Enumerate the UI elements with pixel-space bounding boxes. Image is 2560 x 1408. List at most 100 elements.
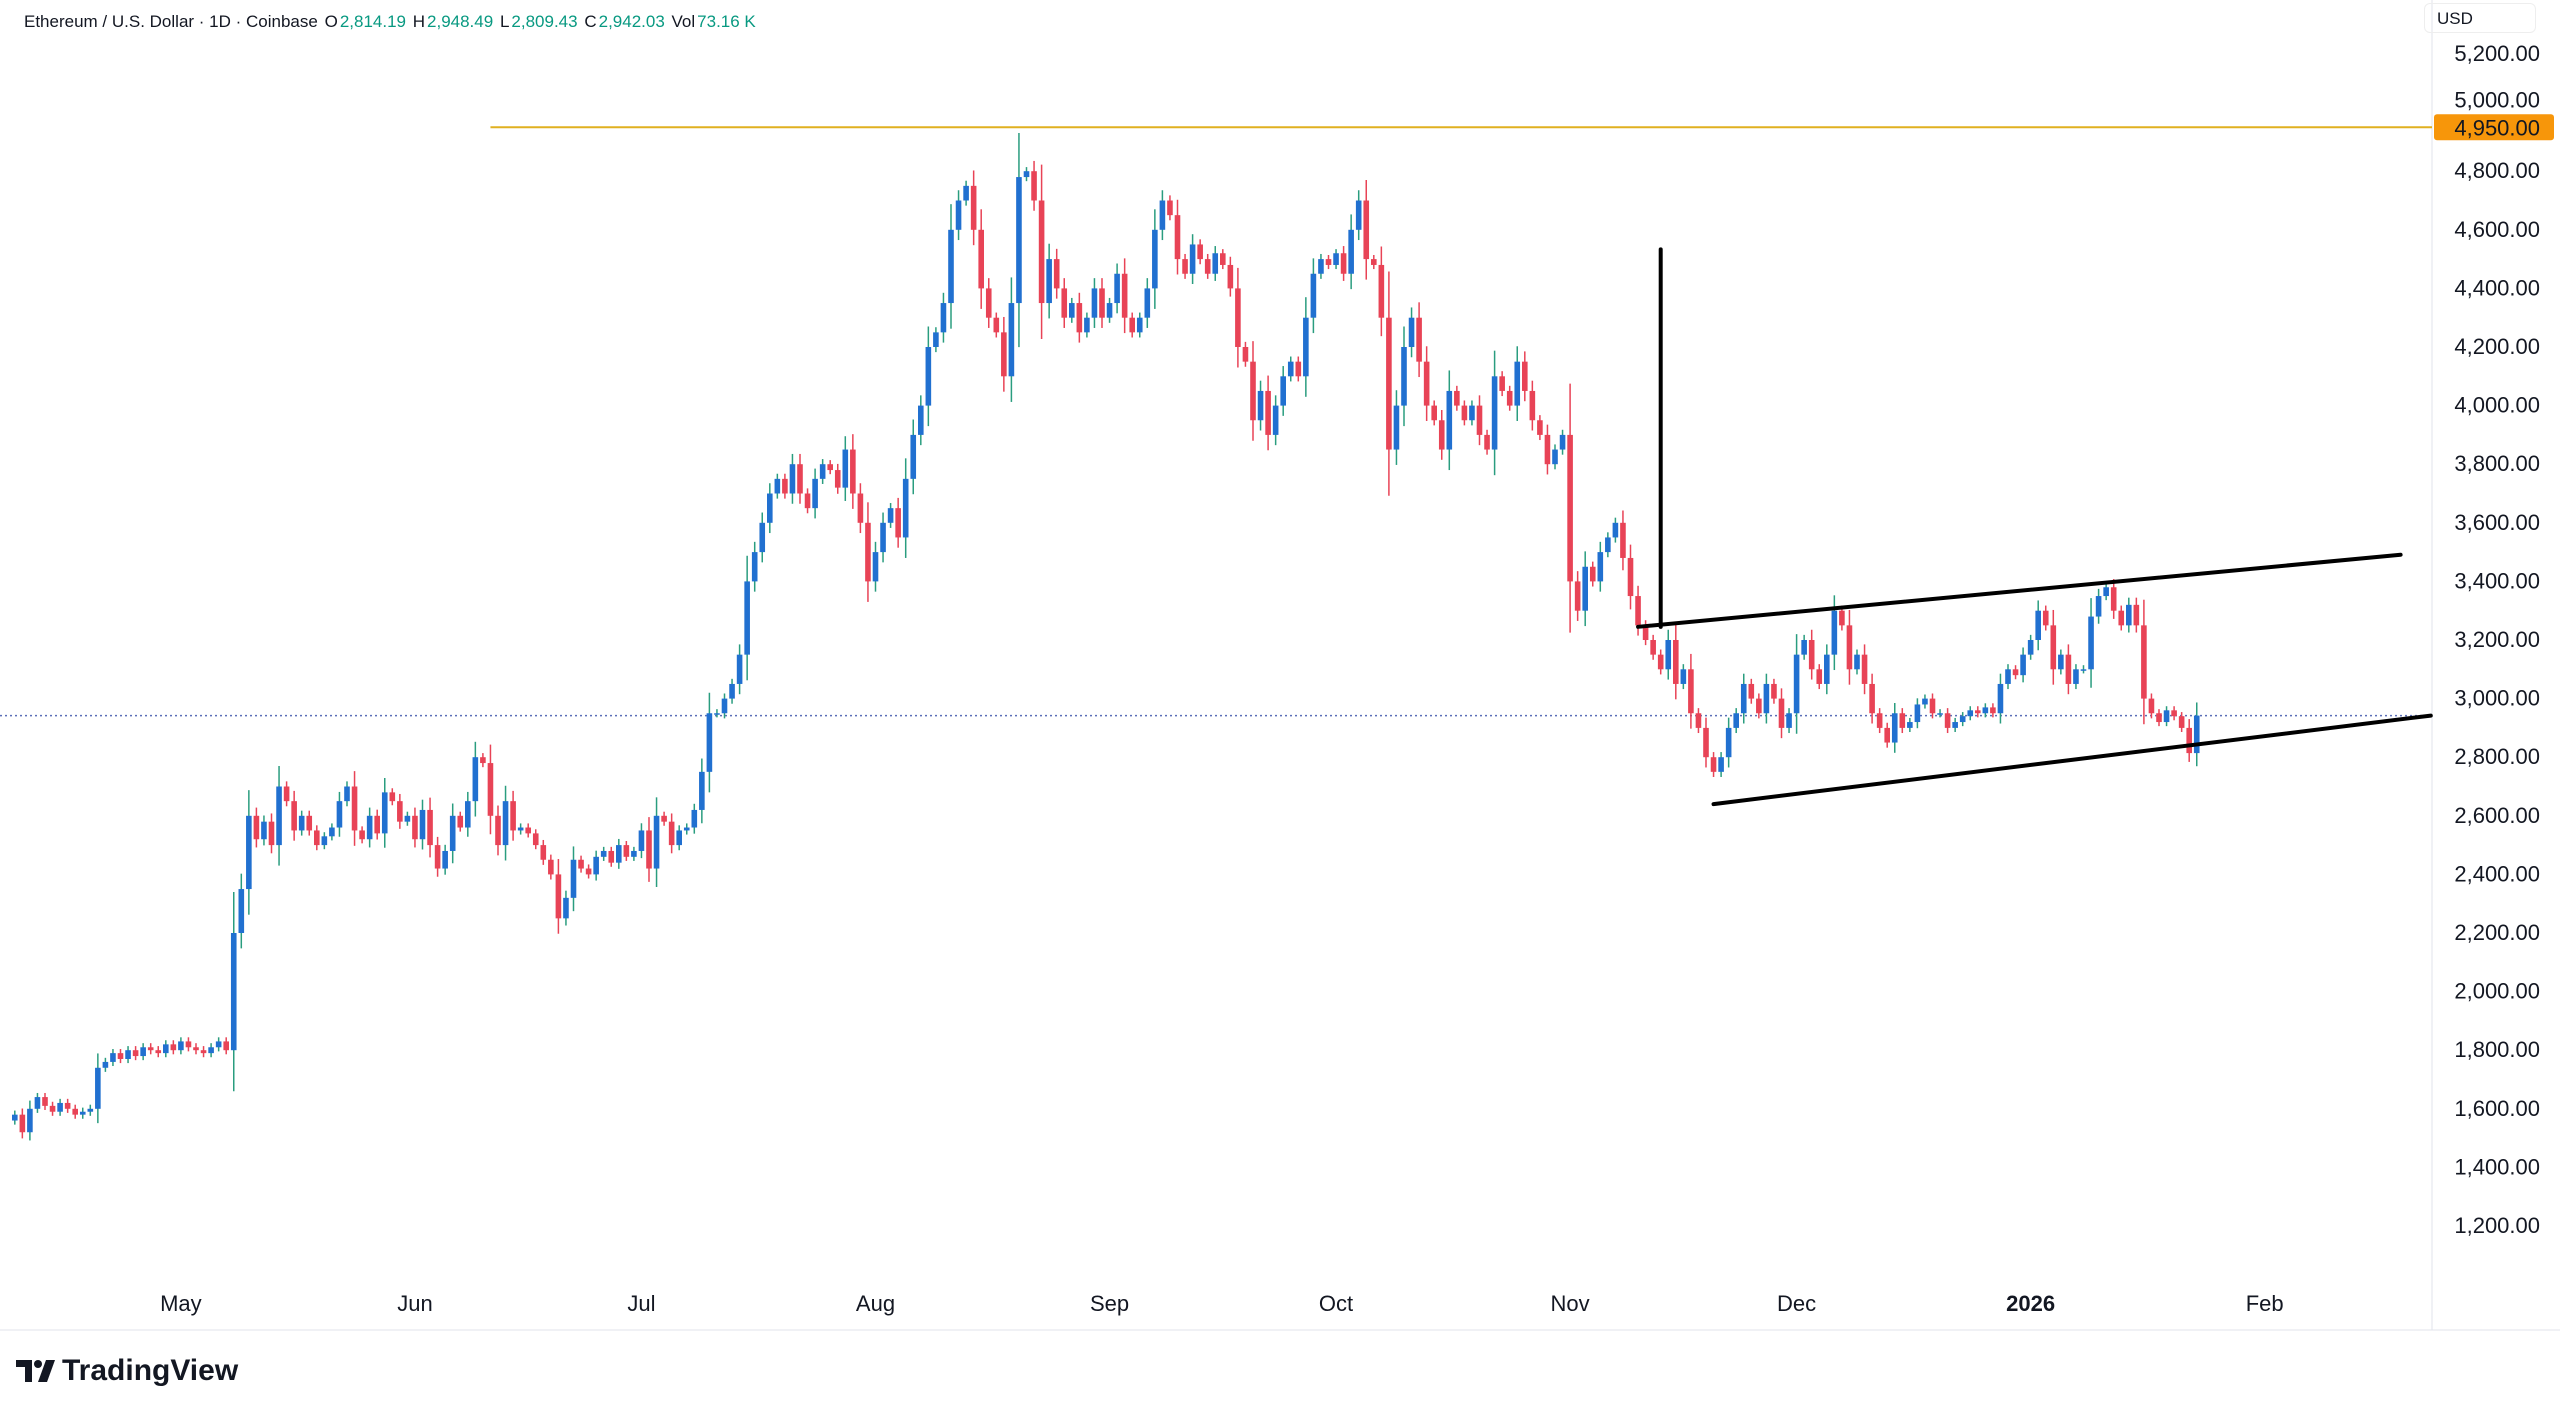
candle-down xyxy=(1053,259,1060,289)
candle-down xyxy=(1438,420,1445,450)
time-axis[interactable]: May Jun Jul Aug Sep Oct Nov Dec 2026 Feb xyxy=(160,1291,2284,1316)
level-price-badge xyxy=(2434,114,2554,141)
candle-up xyxy=(1272,405,1279,435)
price-tick-label: 3,400.00 xyxy=(2454,568,2540,593)
candle-down xyxy=(797,464,803,494)
price-tick-label: 3,000.00 xyxy=(2454,686,2540,711)
candle-down xyxy=(1416,317,1422,362)
candle-down xyxy=(2186,727,2192,754)
candle-up xyxy=(442,850,448,869)
candle-up xyxy=(1891,713,1898,743)
price-tick-label: 4,400.00 xyxy=(2454,275,2540,300)
candle-up xyxy=(1114,273,1120,304)
candle-up xyxy=(1597,552,1604,582)
candle-up xyxy=(2020,654,2026,676)
price-tick-label: 3,200.00 xyxy=(2454,627,2540,652)
price-tick-label: 5,200.00 xyxy=(2454,41,2540,66)
candle-up xyxy=(1401,347,1407,406)
candle-up xyxy=(246,815,252,890)
candle-up xyxy=(751,552,758,582)
candle-down xyxy=(578,859,584,869)
candle-down xyxy=(1423,361,1430,406)
candle-up xyxy=(880,522,886,553)
candle-up xyxy=(1605,537,1611,553)
candle-up xyxy=(593,856,599,875)
candle-down xyxy=(1461,405,1468,421)
candle-up xyxy=(2163,710,2170,723)
candle-down xyxy=(487,763,494,816)
volume-label: Vol xyxy=(671,12,696,31)
candle-up xyxy=(1091,288,1098,318)
symbol-title[interactable]: Ethereum / U.S. Dollar · 1D · Coinbase xyxy=(24,12,318,31)
candle-up xyxy=(140,1047,146,1057)
candle-up xyxy=(1310,273,1317,318)
candle-up xyxy=(1763,683,1770,714)
candle-up xyxy=(79,1111,86,1115)
price-axis[interactable]: 1,200.00 1,400.00 1,600.00 1,800.00 2,000.00… xyxy=(2454,41,2540,1238)
candle-up xyxy=(653,815,660,869)
low-label: L xyxy=(499,12,510,31)
candle-down xyxy=(540,845,547,860)
candle-down xyxy=(525,827,531,834)
candle-up xyxy=(744,581,750,655)
candle-down xyxy=(1484,434,1490,450)
candle-up xyxy=(208,1047,214,1054)
candle-down xyxy=(1537,420,1543,435)
candle-down xyxy=(1499,376,1505,391)
candle-down xyxy=(427,809,433,846)
candle-down xyxy=(895,508,901,538)
candle-down xyxy=(1688,669,1694,714)
tradingview-logo-icon xyxy=(16,1360,55,1382)
candle-up xyxy=(1023,171,1030,178)
candle-down xyxy=(223,1041,229,1051)
candle-up xyxy=(714,713,720,715)
candle-down xyxy=(253,815,260,840)
candle-down xyxy=(1544,434,1551,465)
candle-up xyxy=(1824,654,1830,684)
time-tick-label: Aug xyxy=(856,1291,895,1316)
price-tick-label: 4,600.00 xyxy=(2454,217,2540,242)
candle-down xyxy=(72,1108,78,1115)
candle-up xyxy=(1159,200,1166,230)
candle-down xyxy=(457,815,464,828)
candle-down xyxy=(1990,707,1996,714)
candle-down xyxy=(510,801,516,831)
time-tick-label: Jun xyxy=(397,1291,432,1316)
candle-up xyxy=(1982,707,1989,714)
candle-up xyxy=(691,809,698,828)
candle-down xyxy=(359,830,365,840)
tradingview-logo[interactable]: TradingView xyxy=(16,1354,238,1388)
candle-up xyxy=(1303,317,1309,377)
candle-up xyxy=(215,1041,222,1048)
candle-up xyxy=(1152,229,1158,289)
candle-down xyxy=(200,1050,207,1054)
candle-up xyxy=(940,303,947,333)
currency-button[interactable]: USD xyxy=(2424,3,2536,33)
candle-down xyxy=(2133,604,2140,626)
candle-up xyxy=(2126,604,2132,626)
candle-down xyxy=(1204,259,1211,274)
time-tick-label: May xyxy=(160,1291,202,1316)
candle-up xyxy=(729,683,735,699)
axis-labels: 4,950.00 xyxy=(2434,114,2554,141)
candle-up xyxy=(1914,704,1921,723)
candle-down xyxy=(1589,566,1596,582)
candle-up xyxy=(1514,361,1521,406)
candle-up xyxy=(563,897,569,919)
candle-down xyxy=(1778,698,1785,728)
candle-down xyxy=(2012,669,2019,676)
drawings[interactable] xyxy=(1636,247,2433,807)
candle-down xyxy=(548,859,554,875)
candle-up xyxy=(902,478,909,538)
candle-up xyxy=(1446,390,1453,450)
price-tick-label: 4,800.00 xyxy=(2454,158,2540,183)
candle-up xyxy=(1008,303,1015,377)
candle-down xyxy=(1567,434,1573,582)
candle-up xyxy=(1967,710,1974,717)
candle-down xyxy=(1710,757,1717,772)
candle-up xyxy=(1907,722,1913,728)
candle-down xyxy=(532,833,539,846)
candle-up xyxy=(230,933,237,1051)
candle-up xyxy=(1136,317,1143,333)
